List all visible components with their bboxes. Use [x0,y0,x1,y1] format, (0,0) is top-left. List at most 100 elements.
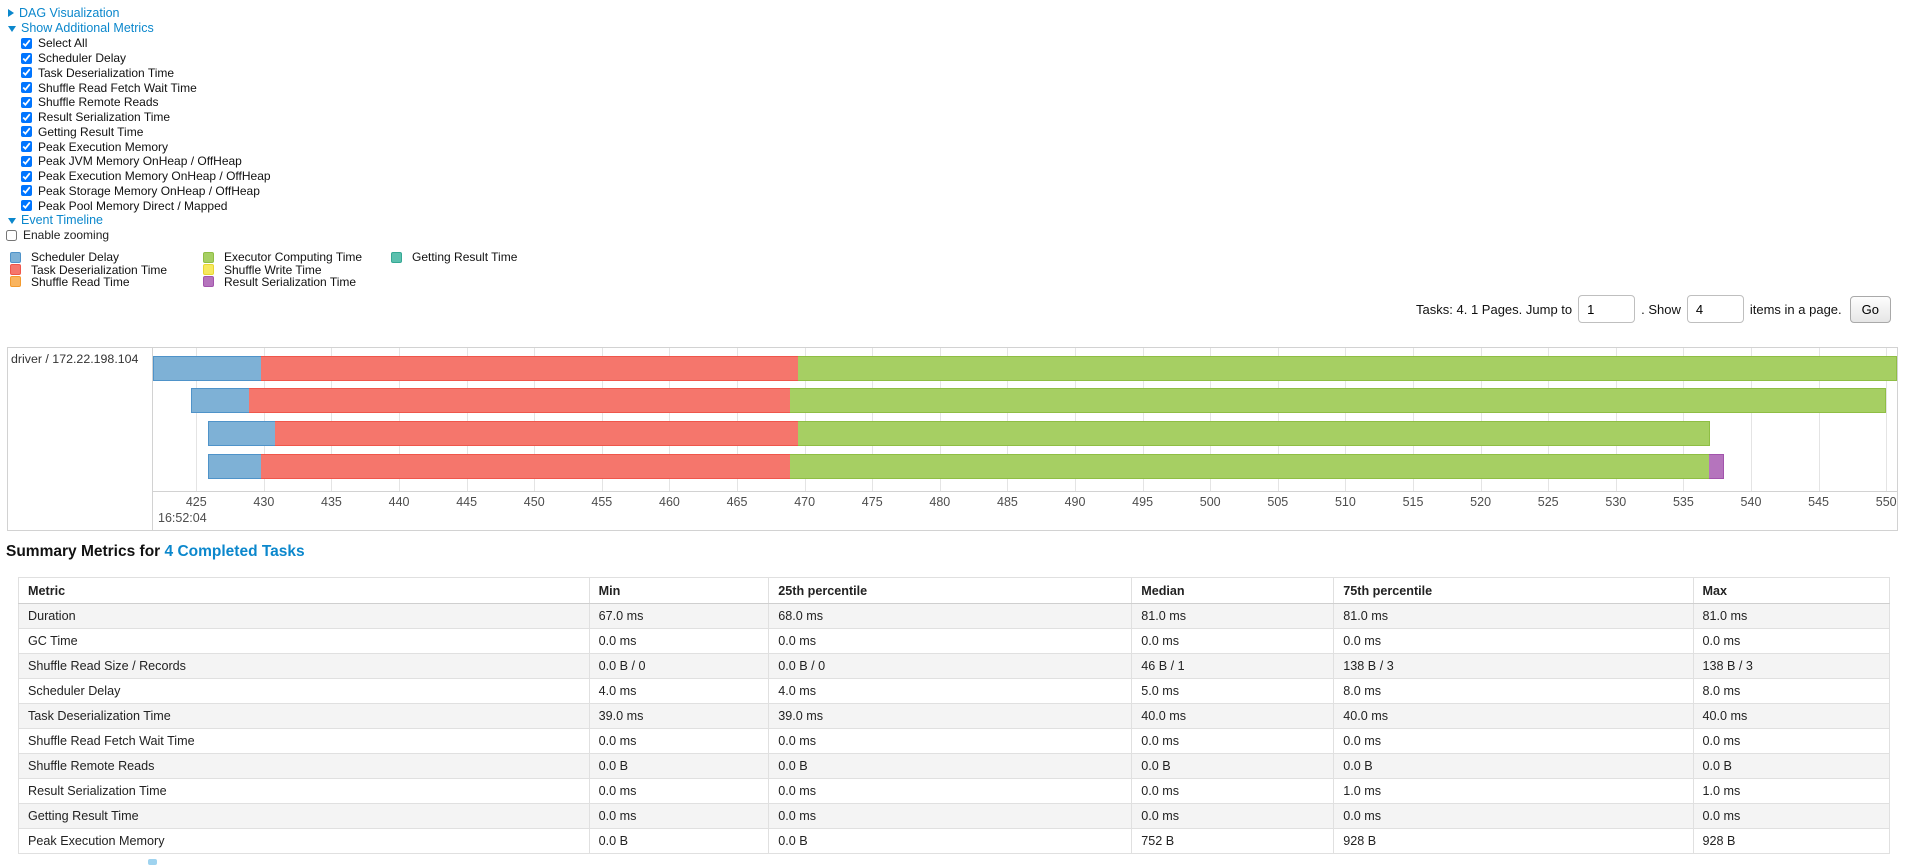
task-4-segment-result-serialization[interactable] [1709,454,1724,479]
x-tick-label: 530 [1605,495,1627,509]
metric-checkbox-row: Getting Result Time [21,125,271,140]
metric-checkbox-row: Peak Pool Memory Direct / Mapped [21,198,271,213]
metric-value-cell: 8.0 ms [1692,678,1890,704]
event-timeline-toggle[interactable]: Event Timeline [8,213,103,227]
shuffle-read-swatch-icon [10,276,21,288]
summary-table-row: Task Deserialization Time 39.0 ms 39.0 ms 4… [18,703,1890,729]
summary-column-header: Median [1131,577,1335,604]
legend-label: Scheduler Delay [31,250,120,265]
task-3-segment-task-deserialization[interactable] [274,421,798,446]
x-tick-label: 550 [1875,495,1897,509]
dag-visualization-toggle[interactable]: DAG Visualization [8,6,120,20]
legend-item: Scheduler Delay [10,250,167,265]
x-tick-label: 490 [1064,495,1086,509]
metric-value-cell: 0.0 ms [768,803,1133,829]
x-tick-label: 525 [1537,495,1559,509]
items-per-page-input[interactable] [1686,295,1744,323]
clipped-content-fragment [148,859,157,865]
gridline [1886,348,1888,491]
completed-tasks-link[interactable]: 4 Completed Tasks [164,543,305,560]
x-tick-label: 425 [185,495,207,509]
x-tick-label: 470 [794,495,816,509]
task-1-segment-scheduler-delay[interactable] [153,356,262,381]
metric-checkbox-label: Peak Execution Memory [38,139,169,154]
gridline [1142,348,1144,491]
x-tick-label: 495 [1132,495,1154,509]
gridline [939,348,941,491]
timeline-legend-column-2: Executor Computing Time Shuffle Write Tim… [203,250,363,289]
metric-value-cell: 138 B / 3 [1692,653,1890,679]
task-3-segment-scheduler-delay[interactable] [208,421,275,446]
enable-zooming-label: Enable zooming [23,228,110,242]
metric-checkbox[interactable] [21,111,32,123]
metric-checkbox[interactable] [21,185,32,197]
additional-metrics-checkbox-list: Select All Scheduler Delay Task Deserializ… [21,36,271,213]
metric-checkbox[interactable] [21,96,32,108]
dag-visualization-label: DAG Visualization [19,6,120,20]
legend-item: Shuffle Read Time [10,274,167,289]
executor-group-label: driver / 172.22.198.104 [11,352,139,366]
x-tick-label: 520 [1470,495,1492,509]
enable-zooming-checkbox[interactable] [6,229,17,241]
metric-value-cell: 0.0 B [1131,753,1335,779]
metric-checkbox[interactable] [21,170,32,182]
summary-table-row: GC Time 0.0 ms 0.0 ms 0.0 ms 0.0 ms 0.0 ms [18,628,1890,654]
task-4-segment-task-deserialization[interactable] [261,454,790,479]
summary-heading-text: Summary Metrics for [6,543,161,560]
metric-value-cell: 928 B [1333,828,1694,854]
metric-value-cell: 5.0 ms [1131,678,1335,704]
metric-name-cell: Shuffle Remote Reads [18,753,590,779]
show-additional-metrics-toggle[interactable]: Show Additional Metrics [8,21,154,35]
gridline [1818,348,1820,491]
metric-value-cell: 0.0 ms [1131,778,1335,804]
metric-checkbox-row: Select All [21,36,271,51]
metric-checkbox-row: Shuffle Read Fetch Wait Time [21,80,271,95]
metric-value-cell: 0.0 B [588,828,770,854]
metric-checkbox[interactable] [21,141,32,153]
task-2-segment-task-deserialization[interactable] [248,388,790,413]
gridline [601,348,603,491]
legend-label: Task Deserialization Time [31,262,168,277]
metric-checkbox-label: Peak Storage Memory OnHeap / OffHeap [38,183,260,198]
metric-value-cell: 39.0 ms [588,703,770,729]
task-4-segment-scheduler-delay[interactable] [208,454,262,479]
legend-item: Task Deserialization Time [10,262,168,277]
metric-checkbox-label: Peak Pool Memory Direct / Mapped [38,198,228,213]
go-button[interactable]: Go [1849,295,1891,323]
metric-checkbox[interactable] [21,52,32,64]
metric-name-cell: Duration [18,603,590,629]
metric-value-cell: 0.0 ms [588,728,770,754]
task-4-segment-executor-computing[interactable] [789,454,1710,479]
gridline [534,348,536,491]
pagination-summary-text: Tasks: 4. 1 Pages. Jump to [1416,301,1573,317]
task-1-segment-executor-computing[interactable] [797,356,1897,381]
metric-value-cell: 0.0 ms [588,628,770,654]
timeline-group-column: driver / 172.22.198.104 [8,348,153,530]
metric-checkbox[interactable] [21,155,32,167]
pagination-show-text: . Show [1641,301,1681,317]
jump-to-page-input[interactable] [1578,295,1636,323]
metric-checkbox-label: Shuffle Remote Reads [38,95,159,110]
task-2-segment-executor-computing[interactable] [789,388,1887,413]
task-1-segment-task-deserialization[interactable] [261,356,798,381]
summary-table-row: Shuffle Read Size / Records 0.0 B / 0 0.0 … [18,653,1890,679]
x-tick-label: 440 [388,495,410,509]
legend-label: Shuffle Read Time [31,274,130,289]
metric-checkbox[interactable] [21,37,32,49]
metric-checkbox[interactable] [21,67,32,79]
metric-checkbox-row: Peak Execution Memory [21,139,271,154]
legend-label: Executor Computing Time [224,250,363,265]
metric-checkbox[interactable] [21,200,32,212]
metric-value-cell: 0.0 B [768,753,1133,779]
task-2-segment-scheduler-delay[interactable] [190,388,249,413]
metric-checkbox[interactable] [21,82,32,94]
metric-checkbox-label: Shuffle Read Fetch Wait Time [38,80,197,95]
x-axis-line [153,491,1897,492]
metric-checkbox[interactable] [21,126,32,138]
summary-table-row: Duration 67.0 ms 68.0 ms 81.0 ms 81.0 ms 81.0… [18,603,1890,629]
gridline [1345,348,1347,491]
x-tick-label: 505 [1267,495,1289,509]
x-tick-label: 455 [591,495,613,509]
task-3-segment-executor-computing[interactable] [797,421,1711,446]
summary-column-header: Min [588,577,770,604]
